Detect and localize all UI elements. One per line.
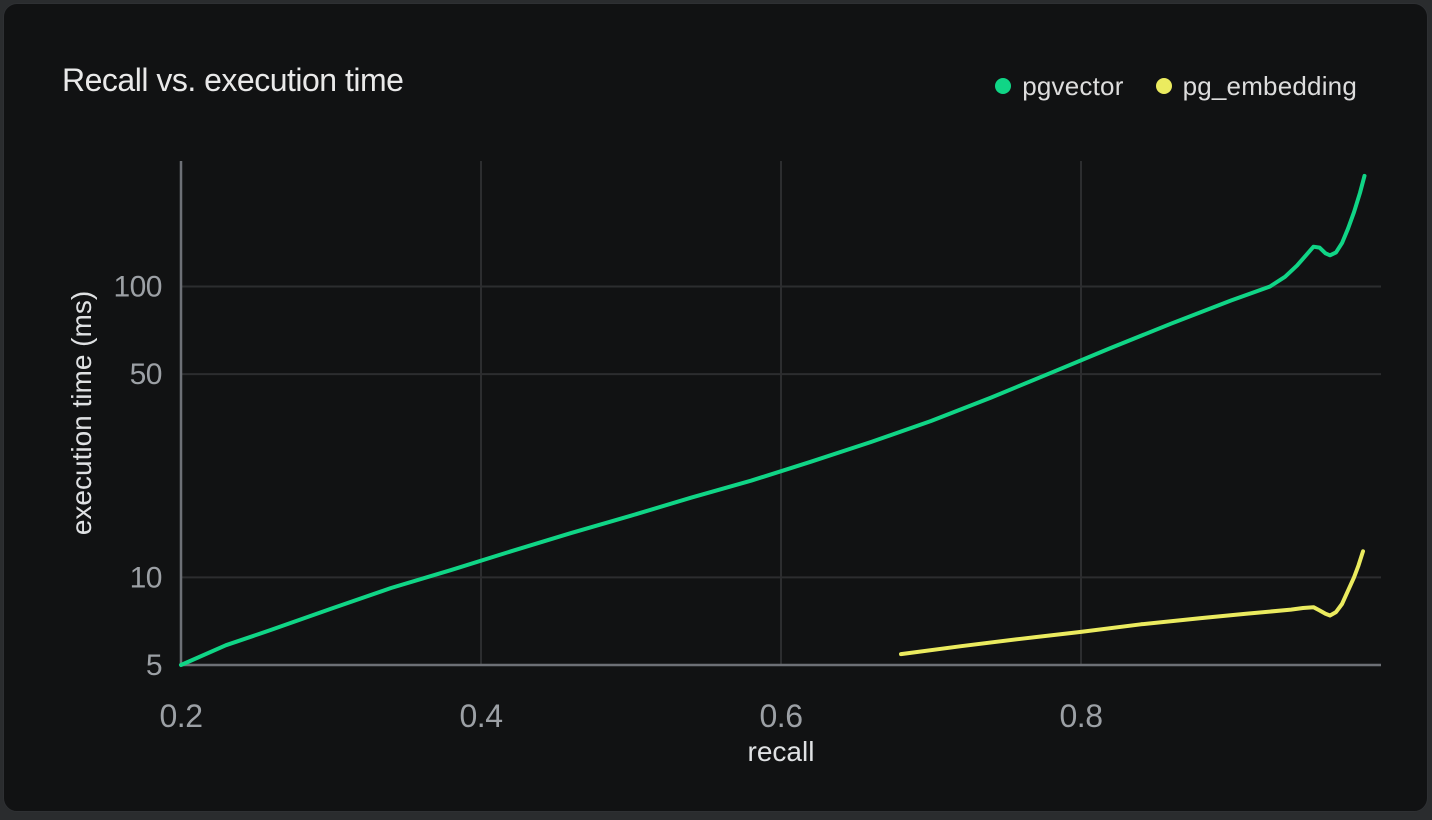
pgvector-line [179,173,1367,667]
chart-card: Recall vs. execution time pgvector pg_em… [3,3,1428,812]
y-tick-label: 100 [113,270,162,303]
x-tick-label: 0.2 [160,698,203,734]
x-tick-label: 0.6 [760,698,803,734]
x-tick-label: 0.8 [1060,698,1103,734]
chart-title: Recall vs. execution time [62,62,404,98]
x-tick-label: 0.4 [460,698,503,734]
legend: pgvector pg_embedding [995,68,1357,104]
pg-embedding-legend-label: pg_embedding [1182,70,1357,101]
y-axis-label: execution time (ms) [66,290,97,536]
pgvector-series-dot [995,78,1012,94]
pg-embedding-series-dot [1155,78,1172,94]
plot-area: 0.2 0.4 0.6 0.8 5 10 50 100 [113,161,1381,734]
pgvector-legend-label: pgvector [1022,70,1124,101]
x-axis-label: recall [747,736,815,767]
y-tick-label: 5 [146,649,162,682]
y-tick-label: 50 [130,358,162,391]
pg_embedding-line [899,549,1365,657]
legend-item-pgvector[interactable]: pgvector [995,71,1123,102]
legend-item-pg-embedding[interactable]: pg_embedding [1155,70,1357,102]
y-tick-label: 10 [130,561,162,594]
